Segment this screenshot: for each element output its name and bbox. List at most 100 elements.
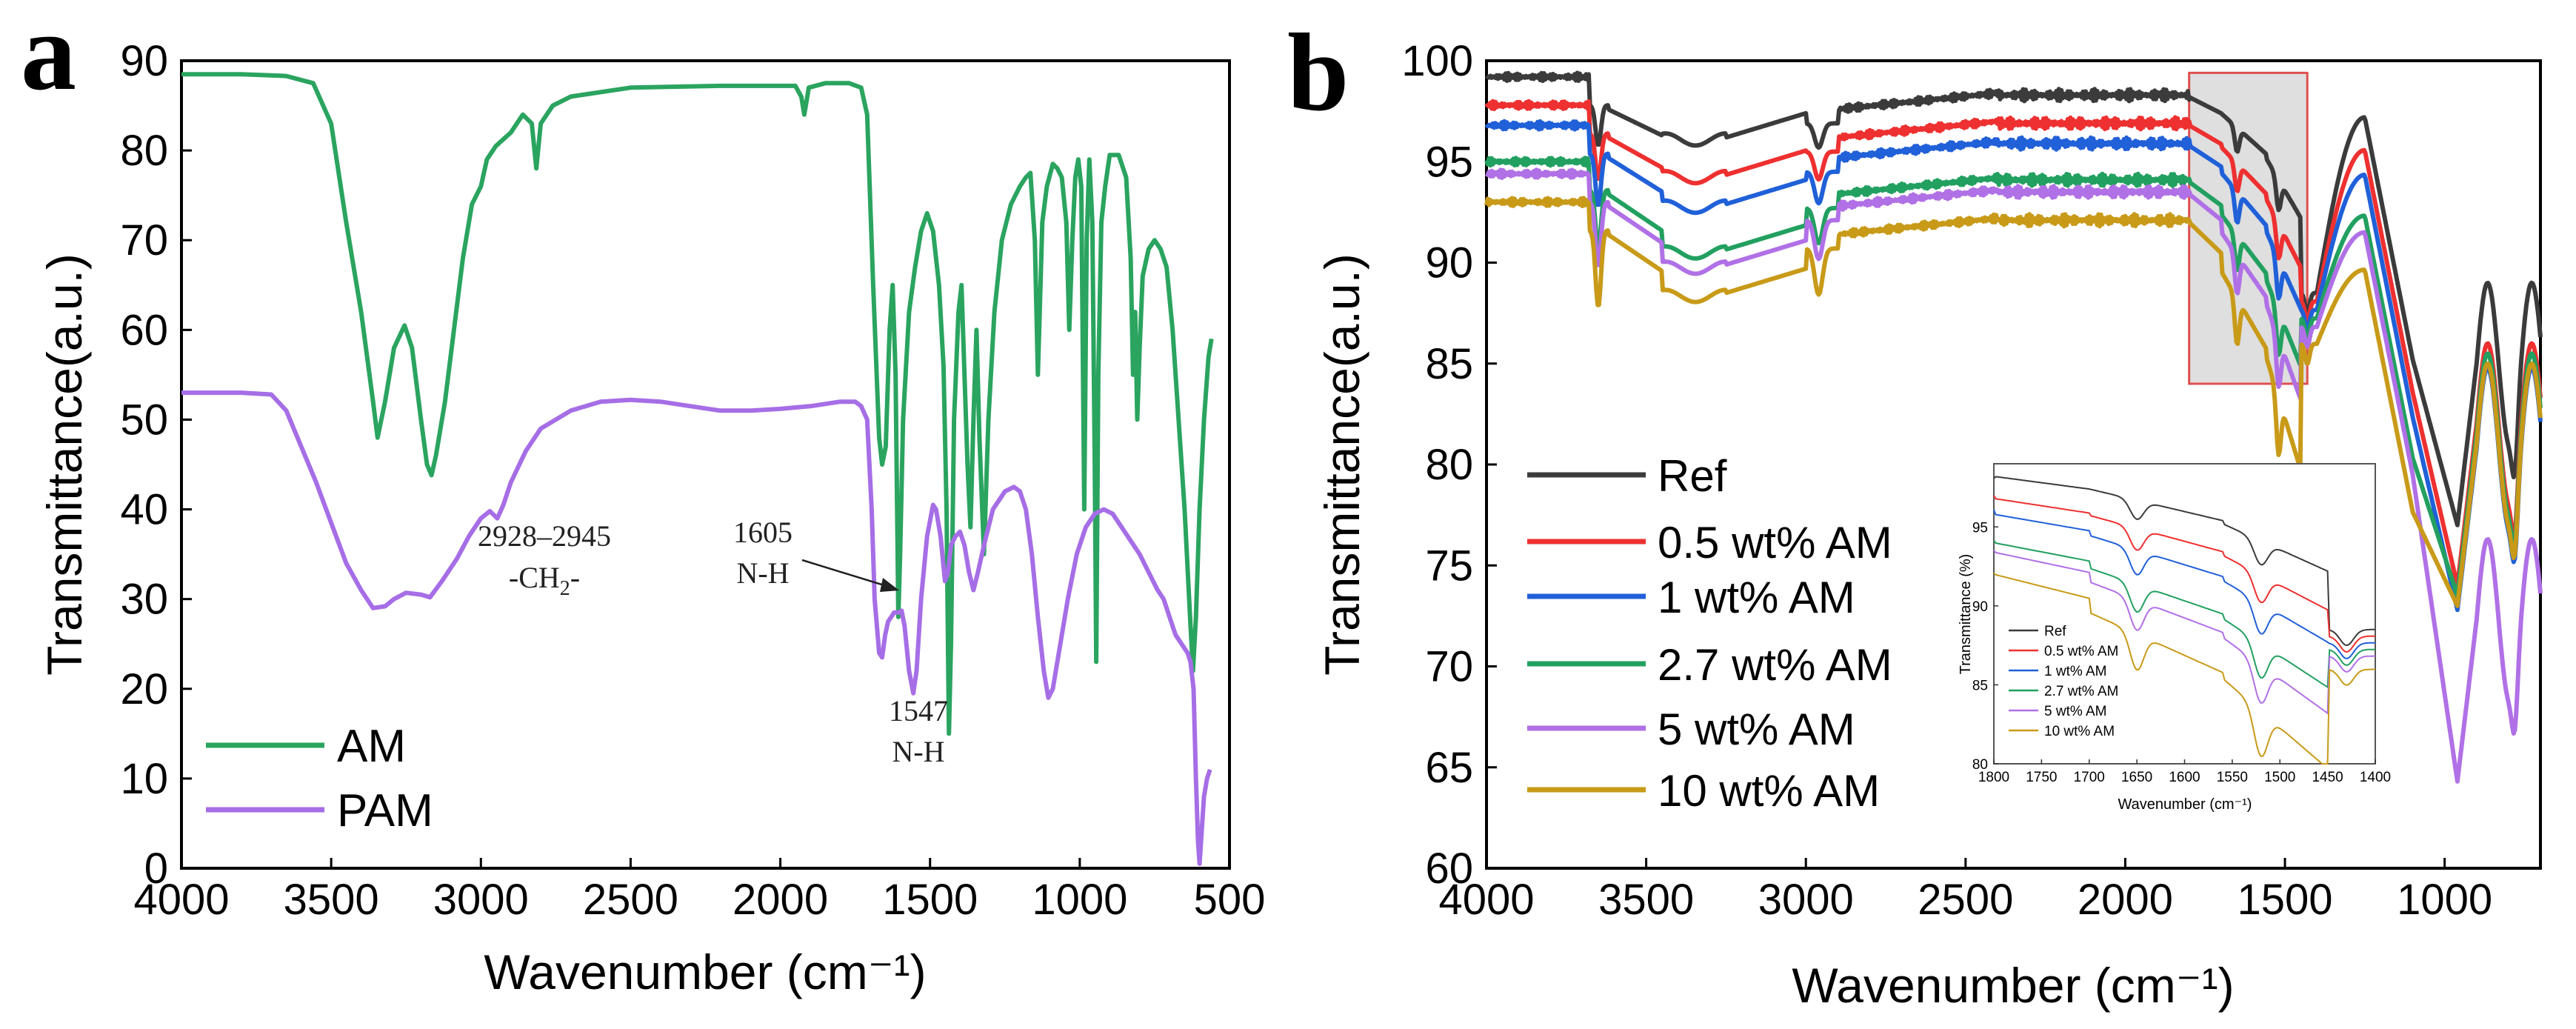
panel-b-y-tick-label: 80 <box>1425 441 1473 489</box>
panel-b-letter: b <box>1287 11 1349 134</box>
panel-b-axes: 4000 3500 3000 2500 2000 1500 1000 60 65 70 75 80 85… <box>1401 37 2492 924</box>
inset-series-line-10-wt-am <box>1993 572 2375 765</box>
series-line-10-wt-am <box>1484 196 2543 608</box>
legend-label-2.7-wt-am: 2.7 wt% AM <box>1658 640 1892 690</box>
panel-b-y-tick-label: 90 <box>1425 239 1473 287</box>
panel-b-series <box>1484 70 2543 784</box>
annotation-1605-arrowhead <box>880 578 899 592</box>
panel-b-y-axis-label: Transmittance(a.u.) <box>1315 253 1369 676</box>
legend-label-pam: PAM <box>337 785 433 836</box>
inset-x-tick-label: 1500 <box>2264 770 2295 785</box>
inset-series-line-ref <box>1993 476 2375 647</box>
legend-label-5-wt-am: 5 wt% AM <box>1658 705 1855 754</box>
panel-b-x-tick-label: 3500 <box>1598 876 1694 924</box>
panel-b-x-tick-label: 3000 <box>1758 876 1854 924</box>
panel-b-y-tick-label: 100 <box>1401 37 1473 85</box>
panel-a-x-tick-label: 3500 <box>284 876 379 924</box>
panel-b-y-tick-label: 85 <box>1425 340 1473 388</box>
panel-b-y-tick-label: 65 <box>1425 744 1473 792</box>
panel-b-x-tick-label: 2500 <box>1918 876 2013 924</box>
inset-axes: 1800 1750 1700 1650 1600 1550 1500 1450 1400 80 85… <box>1972 520 2391 785</box>
panel-b-x-tick-label: 2000 <box>2078 876 2173 924</box>
inset-x-tick-label: 1700 <box>2074 770 2105 785</box>
legend-label-am: AM <box>337 721 406 772</box>
panel-b-x-tick-label: 1500 <box>2238 876 2333 924</box>
panel-a-letter: a <box>21 0 76 113</box>
panel-a-y-tick-label: 10 <box>120 755 168 803</box>
panel-a-x-tick-label: 500 <box>1194 876 1266 924</box>
panel-a-x-tick-label: 1000 <box>1032 876 1127 924</box>
annotation-1547-nh: N-H <box>892 735 944 768</box>
panel-a: a 4000 3500 3000 2500 2000 1500 1000 500 0 10 20 30… <box>21 0 1265 999</box>
inset-y-tick-label: 80 <box>1972 757 1988 773</box>
panel-b-x-axis-label: Wavenumber (cm⁻¹) <box>1792 958 2234 1013</box>
inset-legend-label: 1 wt% AM <box>2044 664 2106 679</box>
panel-b-x-tick-label: 1000 <box>2397 876 2492 924</box>
annotation-1605-nh: N-H <box>736 556 789 590</box>
panel-b-y-tick-label: 60 <box>1425 845 1473 893</box>
inset-y-axis-label: Transmittance (%) <box>1958 554 1974 675</box>
panel-a-x-tick-label: 1500 <box>882 876 978 924</box>
inset-series-line-0.5-wt-am <box>1993 495 2375 653</box>
legend-label-0.5-wt-am: 0.5 wt% AM <box>1658 518 1892 567</box>
panel-a-x-tick-label: 3000 <box>433 876 529 924</box>
inset-legend-label: 2.7 wt% AM <box>2044 684 2118 699</box>
annotation-ch2-group: -CH2- <box>509 561 580 600</box>
panel-a-x-tick-label: 2000 <box>733 876 828 924</box>
panel-a-axes: 4000 3500 3000 2500 2000 1500 1000 500 0 10 20 30 40… <box>120 37 1265 924</box>
panel-a-y-tick-label: 70 <box>120 216 168 264</box>
annotation-1605-arrow <box>801 559 890 588</box>
annotation-1605: 1605 <box>733 516 793 549</box>
inset-x-tick-label: 1650 <box>2121 770 2152 785</box>
series-line-0.5-wt-am <box>1484 99 2543 588</box>
panel-a-y-tick-label: 40 <box>120 486 168 534</box>
inset-legend-label: 0.5 wt% AM <box>2044 644 2118 659</box>
inset-y-tick-label: 90 <box>1972 599 1988 615</box>
inset-x-tick-label: 1750 <box>2026 770 2057 785</box>
series-line-5-wt-am <box>1484 167 2543 784</box>
inset-legend-label: 10 wt% AM <box>2044 724 2115 739</box>
inset-series <box>1993 476 2375 765</box>
panel-a-plot-frame <box>180 59 1231 870</box>
panel-a-x-axis-label: Wavenumber (cm⁻¹) <box>484 945 926 999</box>
inset-series-line-2.7-wt-am <box>1993 539 2375 689</box>
annotation-1547: 1547 <box>889 694 948 727</box>
panel-b-y-tick-label: 95 <box>1425 138 1473 186</box>
panel-a-y-tick-label: 20 <box>120 665 168 713</box>
inset-x-tick-label: 1600 <box>2169 770 2200 785</box>
inset-x-tick-label: 1400 <box>2360 770 2391 785</box>
panel-b-legend: Ref 0.5 wt% AM 1 wt% AM 2.7 wt% AM 5 wt%… <box>1527 451 1892 816</box>
inset-series-line-1-wt-am <box>1993 509 2375 660</box>
inset-series-line-5-wt-am <box>1993 550 2375 715</box>
series-line-pam <box>181 390 1212 866</box>
panel-a-y-tick-label: 90 <box>120 37 168 85</box>
inset-chart: 1800 1750 1700 1650 1600 1550 1500 1450 1400 80 85… <box>1958 463 2391 813</box>
panel-a-y-tick-label: 0 <box>144 845 168 893</box>
series-line-1-wt-am <box>1484 119 2543 613</box>
panel-a-y-tick-label: 60 <box>120 306 168 354</box>
annotation-ch2-range: 2928–2945 <box>478 519 611 553</box>
inset-x-tick-label: 1800 <box>1978 770 2009 785</box>
legend-label-1-wt-am: 1 wt% AM <box>1658 573 1855 622</box>
inset-x-axis-label: Wavenumber (cm⁻¹) <box>2118 796 2252 813</box>
inset-legend-label: 5 wt% AM <box>2044 704 2106 719</box>
inset-y-tick-label: 95 <box>1972 520 1988 536</box>
inset-background <box>1993 463 2376 765</box>
panel-a-x-tick-label: 2500 <box>583 876 678 924</box>
panel-a-annotations: 2928–2945 -CH2- 1605 N-H 1547 N-H <box>478 516 948 768</box>
legend-label-ref: Ref <box>1658 451 1727 501</box>
panel-b-y-tick-label: 70 <box>1425 643 1473 691</box>
inset-legend: Ref 0.5 wt% AM 1 wt% AM 2.7 wt% AM 5 wt% AM 1… <box>2009 624 2118 739</box>
legend-label-10-wt-am: 10 wt% AM <box>1658 766 1880 816</box>
inset-y-tick-label: 85 <box>1972 678 1988 693</box>
panel-a-series <box>181 72 1214 866</box>
panel-a-y-tick-label: 50 <box>120 396 168 444</box>
panel-a-y-axis-label: Transmittance(a.u.) <box>37 253 92 676</box>
panel-a-legend: AM PAM <box>206 721 433 836</box>
series-line-ref <box>1485 70 2543 527</box>
panel-a-x-tick-label: 4000 <box>133 876 229 924</box>
series-line-2.7-wt-am <box>1484 156 2543 599</box>
inset-x-tick-label: 1450 <box>2312 770 2343 785</box>
panel-a-y-tick-label: 80 <box>120 127 168 175</box>
